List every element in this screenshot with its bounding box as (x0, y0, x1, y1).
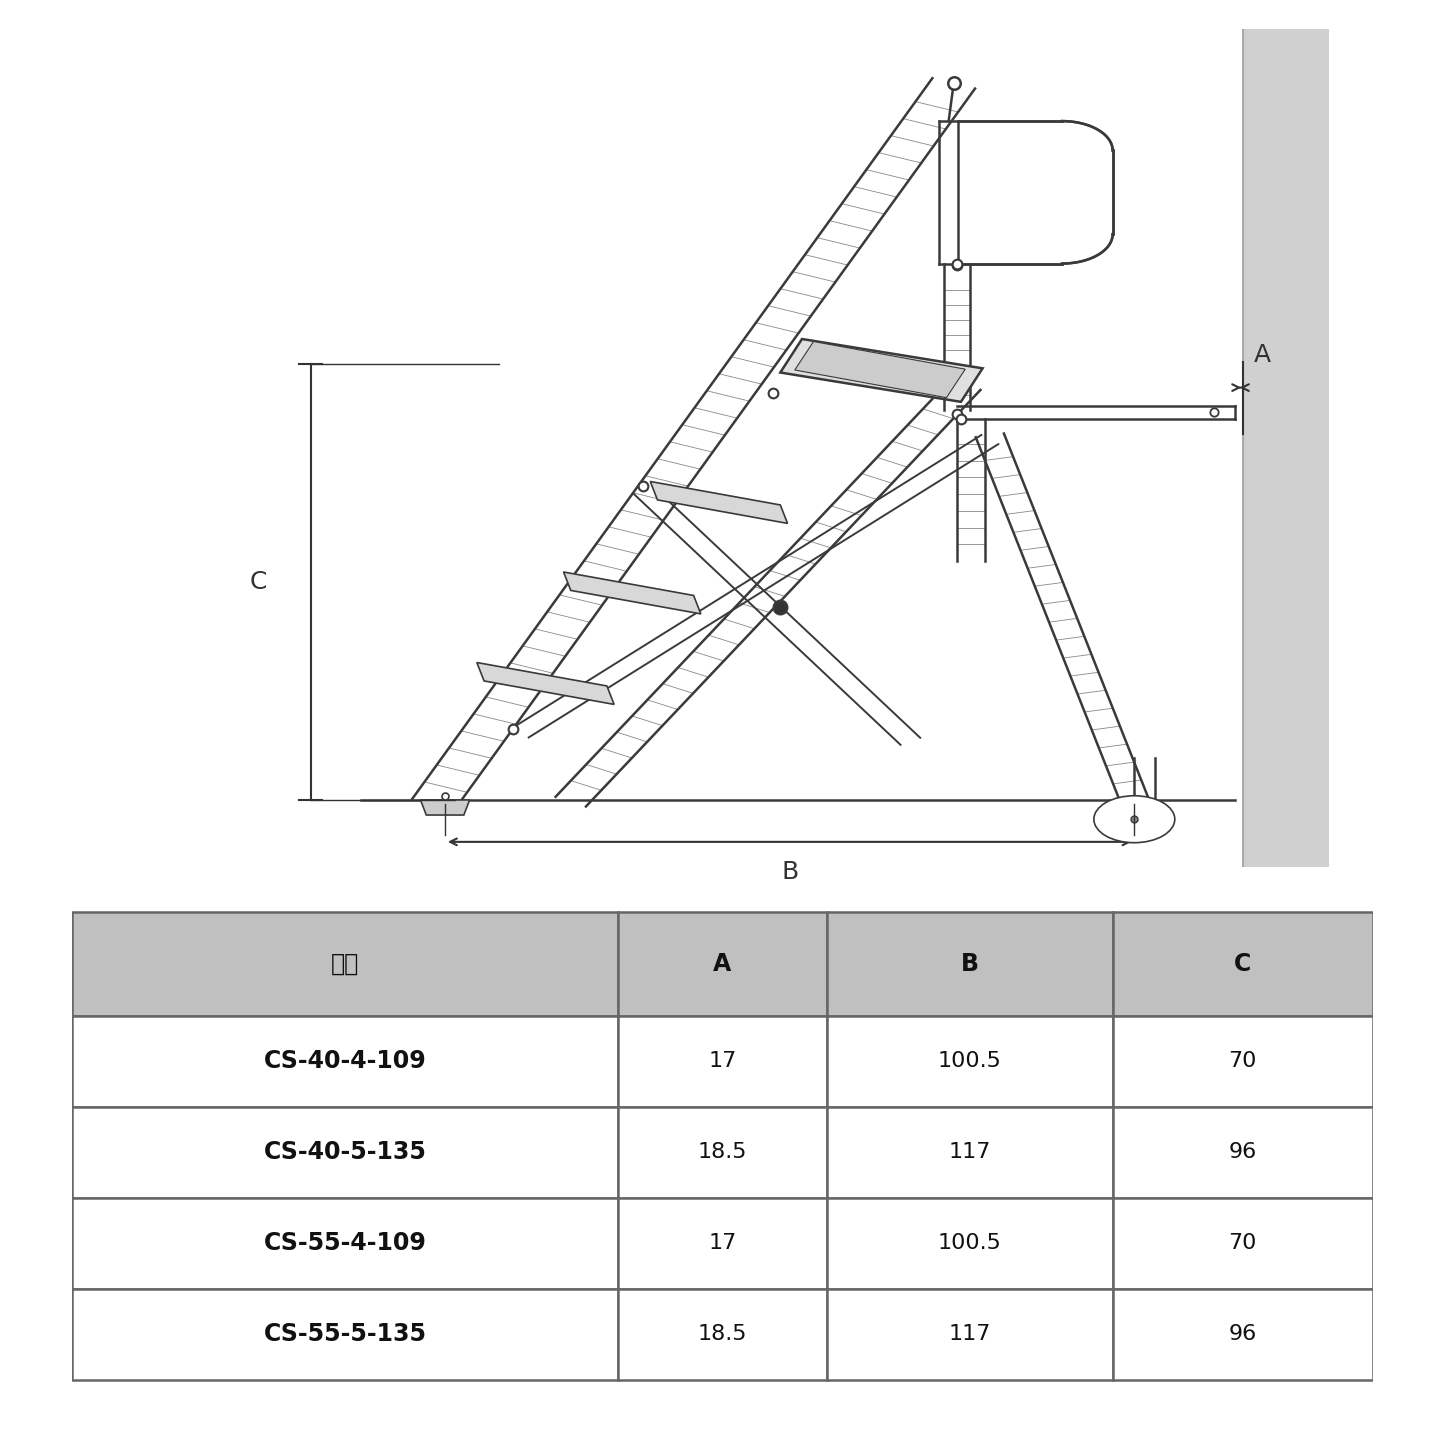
Polygon shape (795, 341, 965, 397)
Text: A: A (1254, 342, 1270, 367)
Text: CS-55-4-109: CS-55-4-109 (264, 1231, 426, 1256)
Bar (1113, 1107, 1373, 1198)
Text: 96: 96 (1228, 1324, 1257, 1344)
Bar (827, 1198, 1113, 1289)
Polygon shape (564, 572, 701, 614)
Text: 100.5: 100.5 (938, 1233, 1001, 1253)
Polygon shape (477, 662, 614, 704)
Text: 96: 96 (1228, 1142, 1257, 1162)
Polygon shape (650, 481, 788, 523)
Text: B: B (782, 860, 798, 884)
Text: 18.5: 18.5 (698, 1142, 747, 1162)
Text: 17: 17 (708, 1051, 737, 1071)
Text: 100.5: 100.5 (938, 1051, 1001, 1071)
Bar (618, 1016, 827, 1107)
Bar (827, 1289, 1113, 1380)
Bar (1113, 1016, 1373, 1107)
Text: 型式: 型式 (331, 951, 360, 975)
Bar (72, 1016, 618, 1107)
Bar (72, 1198, 618, 1289)
Bar (1113, 1289, 1373, 1380)
Bar (72, 912, 618, 1016)
Bar (1113, 1198, 1373, 1289)
Text: C: C (1234, 951, 1251, 975)
Text: 70: 70 (1228, 1233, 1257, 1253)
Bar (827, 912, 1113, 1016)
Circle shape (1094, 796, 1175, 842)
Text: 18.5: 18.5 (698, 1324, 747, 1344)
Polygon shape (420, 801, 470, 815)
Text: CS-55-5-135: CS-55-5-135 (264, 1322, 426, 1347)
Bar (1113, 912, 1373, 1016)
Bar (827, 1107, 1113, 1198)
Bar (827, 1016, 1113, 1107)
Text: B: B (961, 951, 978, 975)
Text: A: A (714, 951, 731, 975)
Bar (618, 1198, 827, 1289)
Bar (618, 1107, 827, 1198)
Bar (72, 1289, 618, 1380)
Text: C: C (250, 569, 267, 594)
Bar (1243, 29, 1329, 867)
Bar (618, 1289, 827, 1380)
Bar (618, 912, 827, 1016)
Text: 117: 117 (948, 1324, 991, 1344)
Text: 70: 70 (1228, 1051, 1257, 1071)
Bar (72, 1107, 618, 1198)
Polygon shape (780, 340, 983, 402)
Text: CS-40-5-135: CS-40-5-135 (264, 1140, 426, 1165)
Text: 17: 17 (708, 1233, 737, 1253)
Text: 117: 117 (948, 1142, 991, 1162)
Text: CS-40-4-109: CS-40-4-109 (264, 1049, 426, 1074)
